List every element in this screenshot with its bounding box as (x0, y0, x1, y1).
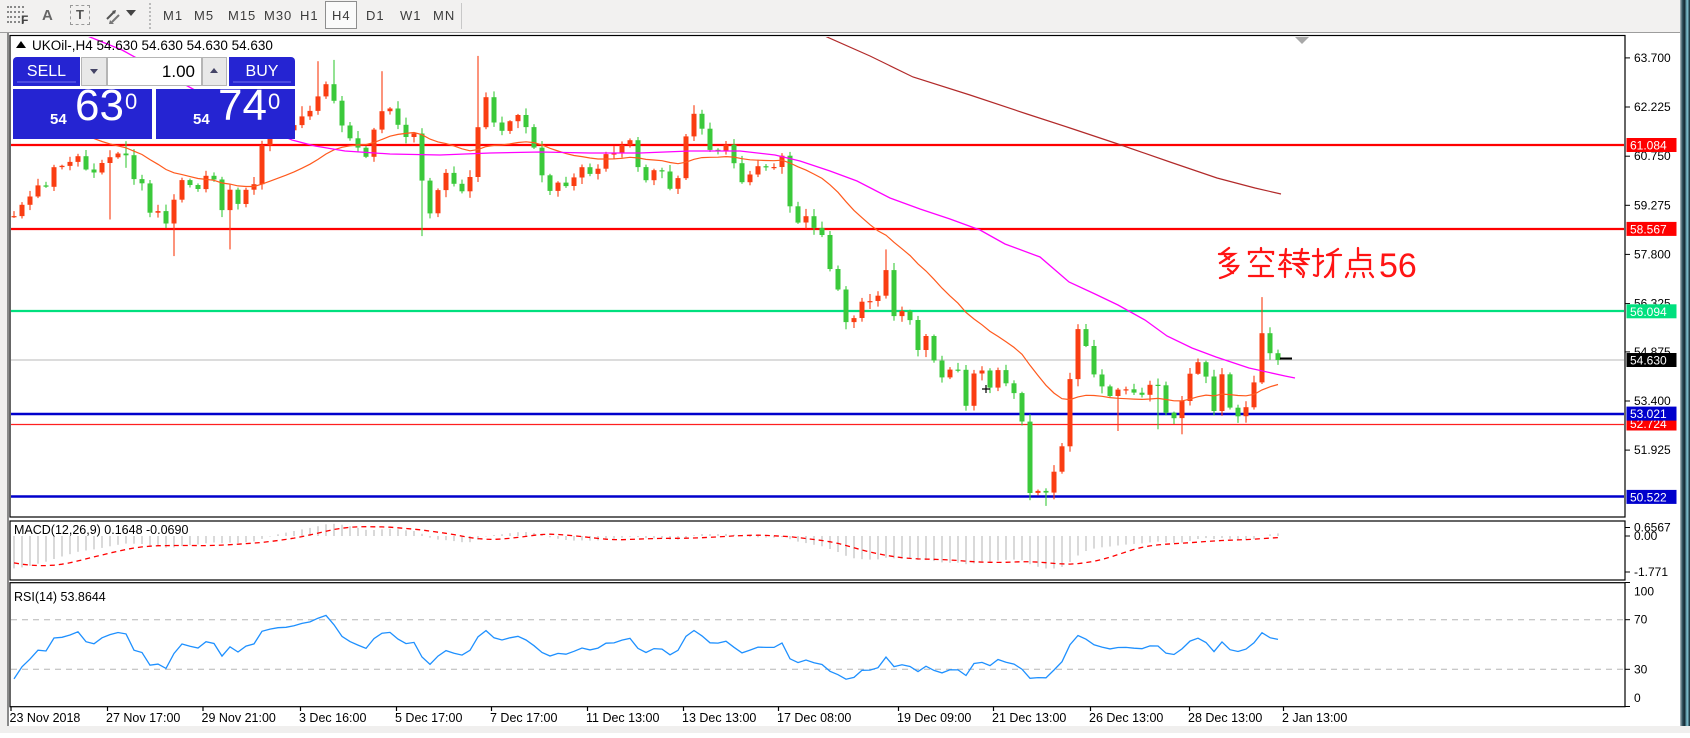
svg-text:50.522: 50.522 (1630, 490, 1667, 504)
svg-text:5 Dec 17:00: 5 Dec 17:00 (395, 711, 462, 725)
svg-text:3 Dec 16:00: 3 Dec 16:00 (299, 711, 366, 725)
svg-text:0: 0 (1634, 691, 1641, 705)
svg-text:0.6567: 0.6567 (1634, 521, 1671, 535)
svg-text:0.00: 0.00 (1634, 529, 1658, 543)
svg-text:63.700: 63.700 (1634, 51, 1671, 65)
svg-text:7 Dec 17:00: 7 Dec 17:00 (490, 711, 557, 725)
svg-text:27 Nov 17:00: 27 Nov 17:00 (106, 711, 180, 725)
svg-text:11 Dec 13:00: 11 Dec 13:00 (586, 711, 659, 725)
svg-text:59.275: 59.275 (1634, 198, 1671, 212)
svg-text:100: 100 (1634, 585, 1654, 599)
svg-text:53.400: 53.400 (1634, 394, 1671, 408)
svg-text:58.567: 58.567 (1630, 222, 1667, 236)
svg-text:70: 70 (1634, 613, 1648, 627)
svg-text:51.925: 51.925 (1634, 443, 1671, 457)
svg-text:56.094: 56.094 (1630, 305, 1667, 319)
svg-text:2 Jan 13:00: 2 Jan 13:00 (1282, 711, 1347, 725)
svg-text:53.021: 53.021 (1630, 407, 1667, 421)
svg-text:21 Dec 13:00: 21 Dec 13:00 (992, 711, 1066, 725)
svg-text:23 Nov 2018: 23 Nov 2018 (10, 711, 81, 725)
svg-text:61.084: 61.084 (1630, 139, 1667, 153)
svg-text:29 Nov 21:00: 29 Nov 21:00 (202, 711, 276, 725)
svg-text:-1.771: -1.771 (1634, 565, 1668, 579)
svg-text:19 Dec 09:00: 19 Dec 09:00 (897, 711, 971, 725)
svg-text:30: 30 (1634, 662, 1648, 676)
svg-text:RSI(14) 53.8644: RSI(14) 53.8644 (14, 590, 106, 604)
svg-text:MACD(12,26,9) 0.1648 -0.0690: MACD(12,26,9) 0.1648 -0.0690 (14, 523, 188, 537)
svg-text:28 Dec 13:00: 28 Dec 13:00 (1188, 711, 1262, 725)
svg-text:13 Dec 13:00: 13 Dec 13:00 (682, 711, 756, 725)
svg-text:54.630: 54.630 (1630, 354, 1667, 368)
svg-text:17 Dec 08:00: 17 Dec 08:00 (777, 711, 851, 725)
svg-text:60.750: 60.750 (1634, 149, 1671, 163)
svg-text:57.800: 57.800 (1634, 247, 1671, 261)
svg-text:56: 56 (1379, 247, 1417, 285)
svg-text:62.225: 62.225 (1634, 100, 1671, 114)
svg-text:26 Dec 13:00: 26 Dec 13:00 (1089, 711, 1163, 725)
svg-text:UKOil-,H4 54.630 54.630 54.63: UKOil-,H4 54.630 54.630 54.630 54.630 (32, 38, 273, 53)
